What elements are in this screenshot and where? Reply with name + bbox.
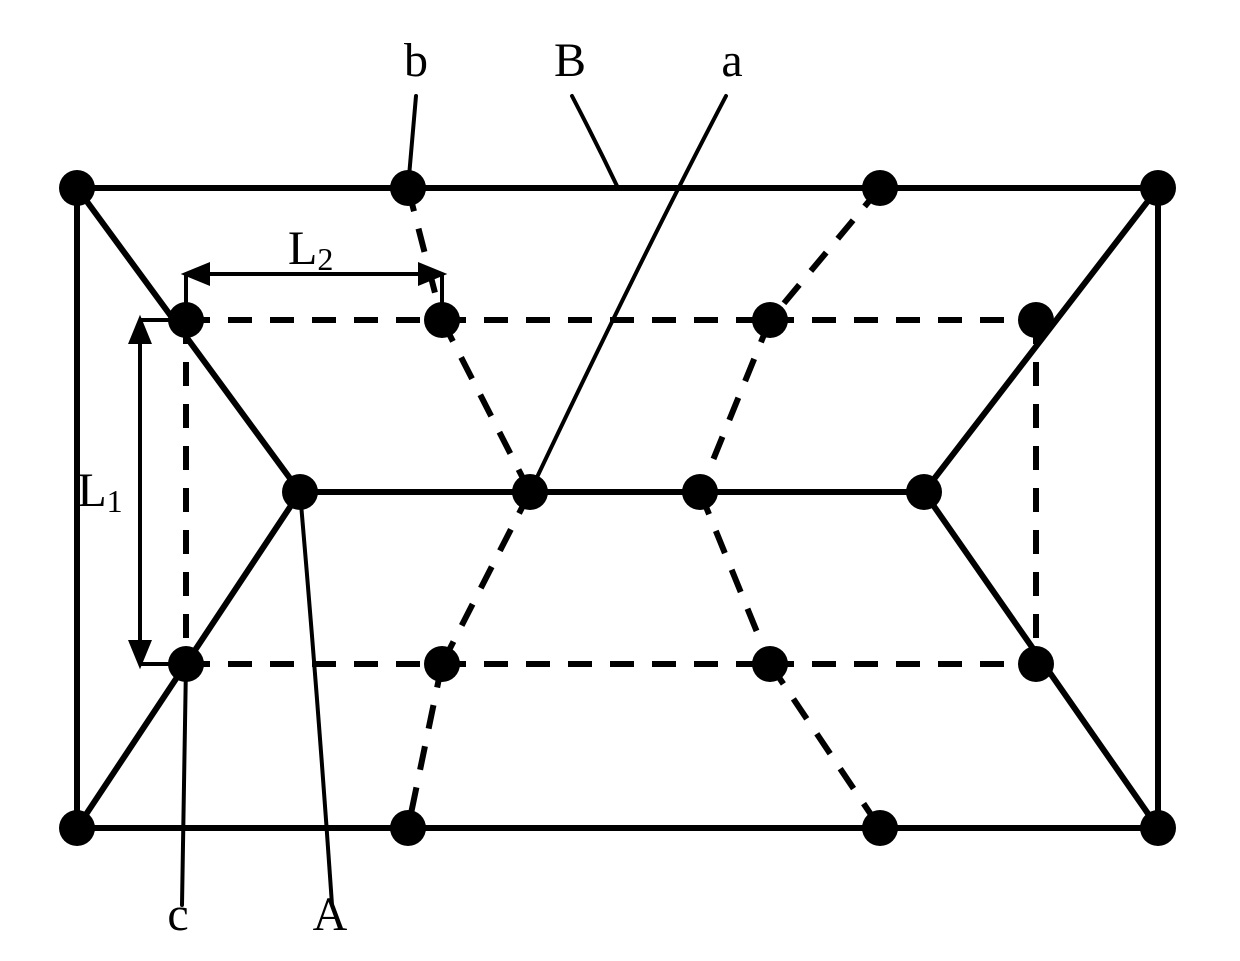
node-O_B1 <box>390 810 426 846</box>
node-M_TL <box>168 302 204 338</box>
node-M_TR <box>1018 302 1054 338</box>
label-A: A <box>313 888 348 941</box>
node-O_TL <box>59 170 95 206</box>
node-M_T1 <box>424 302 460 338</box>
node-M_B2 <box>752 646 788 682</box>
node-I_1 <box>512 474 548 510</box>
node-O_TR <box>1140 170 1176 206</box>
node-M_BL <box>168 646 204 682</box>
node-O_T1 <box>390 170 426 206</box>
node-O_B2 <box>862 810 898 846</box>
node-I_L <box>282 474 318 510</box>
label-B: B <box>554 34 586 87</box>
node-O_BL <box>59 810 95 846</box>
node-I_2 <box>682 474 718 510</box>
node-M_BR <box>1018 646 1054 682</box>
node-O_BR <box>1140 810 1176 846</box>
node-I_R <box>906 474 942 510</box>
node-M_T2 <box>752 302 788 338</box>
label-b: b <box>404 34 428 87</box>
label-a: a <box>721 34 742 87</box>
node-O_T2 <box>862 170 898 206</box>
node-M_B1 <box>424 646 460 682</box>
label-c: c <box>167 888 188 941</box>
